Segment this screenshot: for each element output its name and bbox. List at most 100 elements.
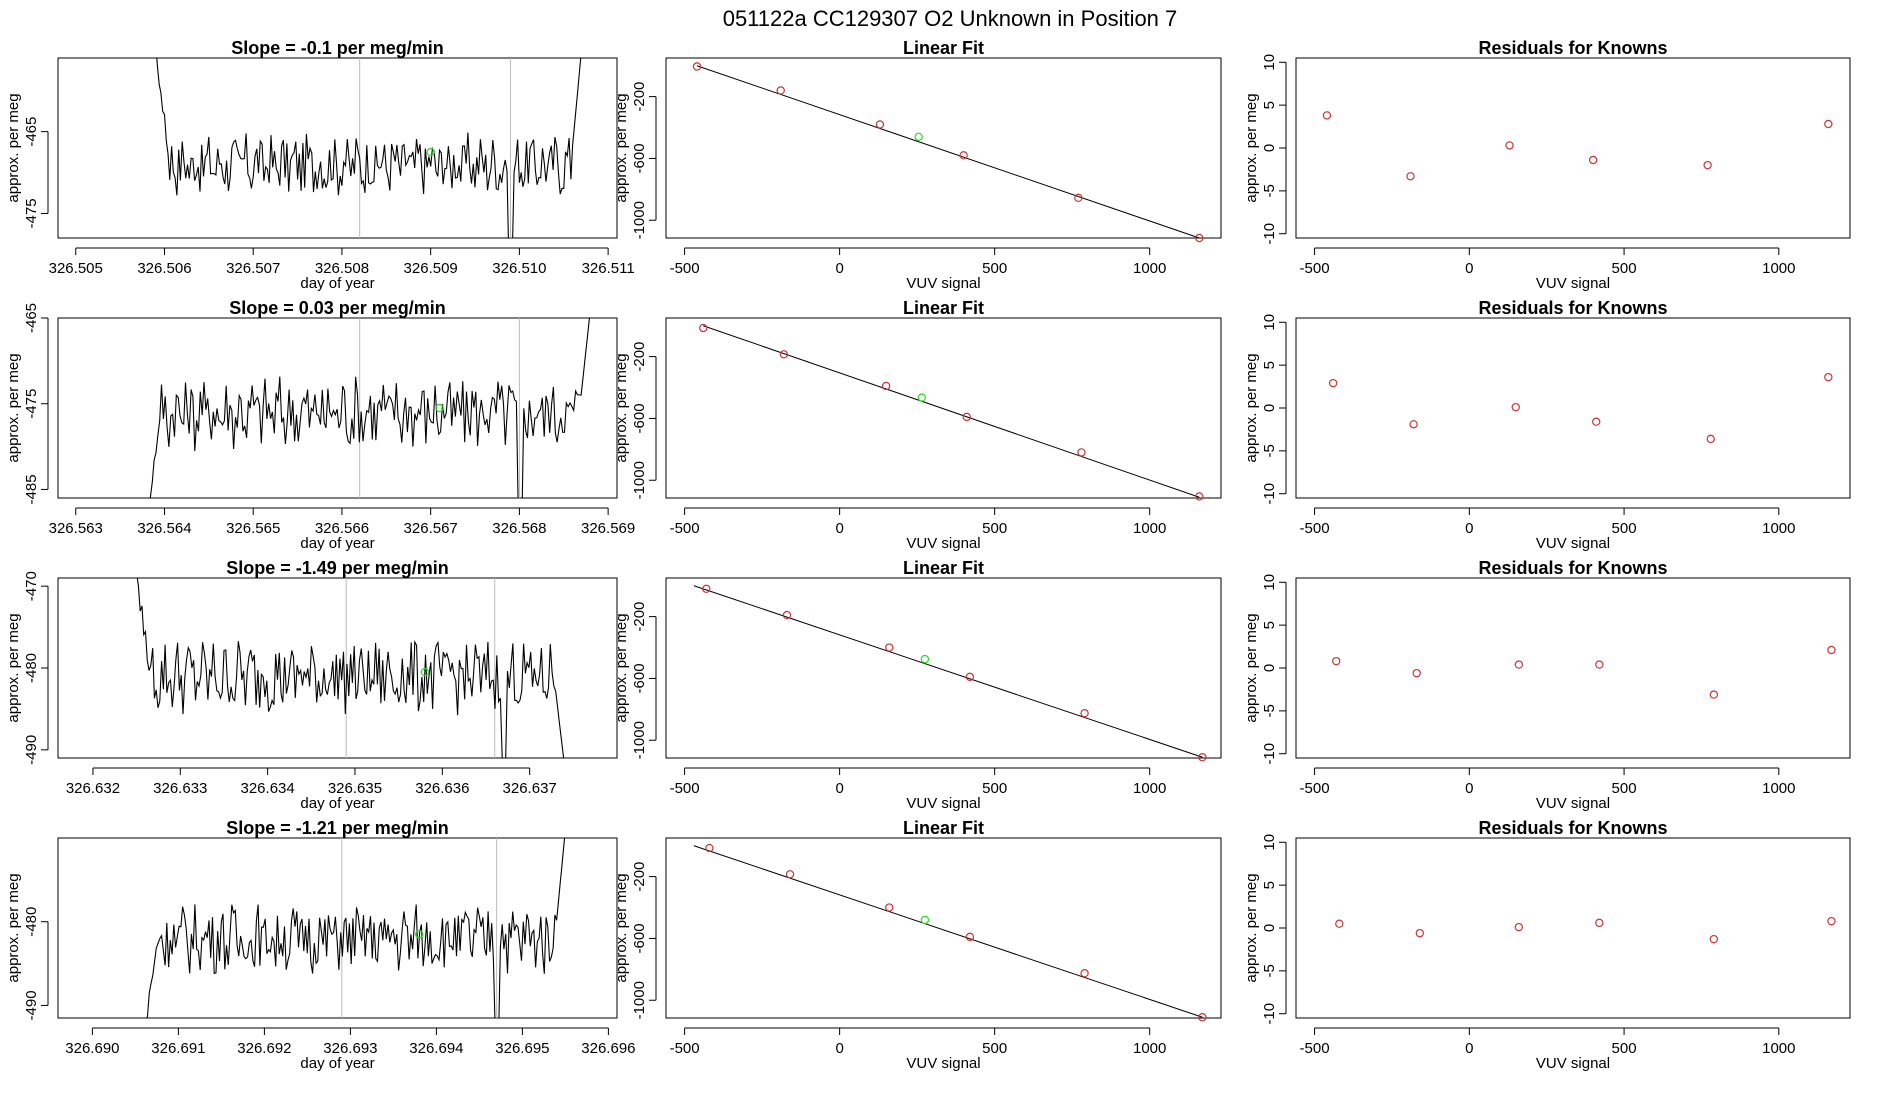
timeseries-line <box>136 578 565 758</box>
y-tick-label: -1000 <box>631 721 648 759</box>
y-tick-label: -200 <box>631 82 648 112</box>
residuals-panel: Residuals for Knowns -500 0 500 1000 VUV sign… <box>1243 558 1851 812</box>
residual-point <box>1706 434 1715 444</box>
panel-title: Residuals for Knowns <box>1478 38 1667 58</box>
y-tick-label: -200 <box>631 862 648 892</box>
panel-title: Linear Fit <box>903 818 984 838</box>
y-tick-label: -5 <box>1261 704 1278 717</box>
unknown-sample-marker <box>435 403 444 413</box>
linear-fit-panel: Linear Fit -500 0 500 1000 VUV signal -200 -600… <box>613 818 1222 1072</box>
known-point <box>1195 233 1204 243</box>
x-tick-label: 500 <box>1612 260 1637 277</box>
y-axis-label: approx. per meg <box>5 93 22 202</box>
residual-point <box>1505 141 1514 150</box>
x-axis-label: day of year <box>300 795 374 812</box>
residual-point <box>1412 668 1421 678</box>
x-tick-label: 500 <box>1612 780 1637 797</box>
known-point <box>885 903 894 912</box>
x-axis-label: VUV signal <box>906 535 980 552</box>
residuals-panel: Residuals for Knowns -500 0 500 1000 VUV sign… <box>1243 298 1851 552</box>
y-axis-label: approx. per meg <box>1243 93 1260 202</box>
x-tick-label: 0 <box>1465 520 1473 537</box>
x-tick-label: 0 <box>1465 260 1473 277</box>
panel-title: Linear Fit <box>903 298 984 318</box>
x-tick-label: -500 <box>1300 520 1330 537</box>
unknown-point <box>920 654 930 664</box>
known-point <box>965 672 975 682</box>
x-axis-label: VUV signal <box>906 1055 980 1072</box>
y-axis-label: approx. per meg <box>5 873 22 982</box>
y-axis-label: approx. per meg <box>613 93 630 202</box>
residual-point <box>1514 922 1524 932</box>
plot-frame <box>57 837 618 1019</box>
y-axis-label: approx. per meg <box>1243 873 1260 982</box>
y-tick-label: 0 <box>1261 144 1278 152</box>
x-tick-label: 326.568 <box>492 520 546 537</box>
known-point <box>1198 753 1207 762</box>
x-axis-label: day of year <box>300 535 374 552</box>
residual-point <box>1322 111 1332 120</box>
plot-frame <box>1295 57 1851 239</box>
residual-point <box>1827 645 1836 655</box>
y-tick-label: -10 <box>1261 1003 1278 1025</box>
linear-fit-panel: Linear Fit -500 0 500 1000 VUV signal -200 -600… <box>613 558 1222 812</box>
timeseries-panel: Slope = 0.03 per meg/min 326.563 326.564 32… <box>5 298 635 552</box>
x-tick-label: 326.695 <box>495 1040 549 1057</box>
y-tick-label: -200 <box>631 342 648 372</box>
timeseries-line <box>149 318 591 498</box>
y-tick-label: -10 <box>1261 223 1278 245</box>
x-tick-label: -500 <box>670 1040 700 1057</box>
plot-frame <box>665 837 1222 1019</box>
known-point <box>776 86 785 95</box>
x-tick-label: 326.507 <box>226 260 280 277</box>
known-point <box>705 843 714 853</box>
y-tick-label: 10 <box>1261 574 1278 591</box>
panel-title: Slope = -1.49 per meg/min <box>226 558 449 578</box>
x-axis-label: day of year <box>300 275 374 292</box>
x-tick-label: 0 <box>835 780 843 797</box>
known-point <box>959 151 968 160</box>
x-tick-label: 1000 <box>1762 520 1795 537</box>
x-tick-label: 500 <box>982 520 1007 537</box>
x-tick-label: 326.692 <box>237 1040 291 1057</box>
panel-title: Residuals for Knowns <box>1478 558 1667 578</box>
panel-title: Slope = -0.1 per meg/min <box>231 38 444 58</box>
x-tick-label: 326.510 <box>492 260 546 277</box>
y-tick-label: -480 <box>23 653 40 683</box>
fit-line <box>696 65 1200 239</box>
y-tick-label: 10 <box>1261 54 1278 71</box>
y-tick-label: 10 <box>1261 314 1278 331</box>
panel-title: Slope = 0.03 per meg/min <box>229 298 446 318</box>
plot-frame <box>665 57 1222 239</box>
y-tick-label: 0 <box>1261 664 1278 672</box>
plot-frame <box>665 317 1222 499</box>
plot-frame <box>665 577 1222 759</box>
x-tick-label: 326.505 <box>49 260 103 277</box>
x-tick-label: 0 <box>1465 1040 1473 1057</box>
panel-title: Linear Fit <box>903 38 984 58</box>
y-tick-label: -475 <box>23 389 40 419</box>
known-point <box>785 870 795 879</box>
y-tick-label: -600 <box>631 923 648 953</box>
y-axis-label: approx. per meg <box>613 353 630 462</box>
y-tick-label: 5 <box>1261 361 1278 369</box>
plot-frame <box>57 317 618 499</box>
y-tick-label: -5 <box>1261 444 1278 457</box>
x-tick-label: -500 <box>1300 780 1330 797</box>
plot-frame <box>57 57 618 239</box>
timeseries-line <box>156 58 582 238</box>
y-axis-label: approx. per meg <box>5 613 22 722</box>
x-tick-label: 500 <box>982 260 1007 277</box>
unknown-point <box>917 393 926 402</box>
x-tick-label: -500 <box>670 780 700 797</box>
x-tick-label: 326.509 <box>404 260 458 277</box>
x-tick-label: 326.508 <box>315 260 369 277</box>
residual-point <box>1332 656 1341 666</box>
timeseries-panel: Slope = -1.21 per meg/min 326.690 326.691 3… <box>5 818 636 1072</box>
x-tick-label: 1000 <box>1133 780 1166 797</box>
x-tick-label: 326.565 <box>226 520 280 537</box>
known-point <box>779 350 789 359</box>
y-axis-label: approx. per meg <box>1243 353 1260 462</box>
unknown-sample-marker <box>420 667 430 677</box>
y-tick-label: -1000 <box>631 461 648 499</box>
